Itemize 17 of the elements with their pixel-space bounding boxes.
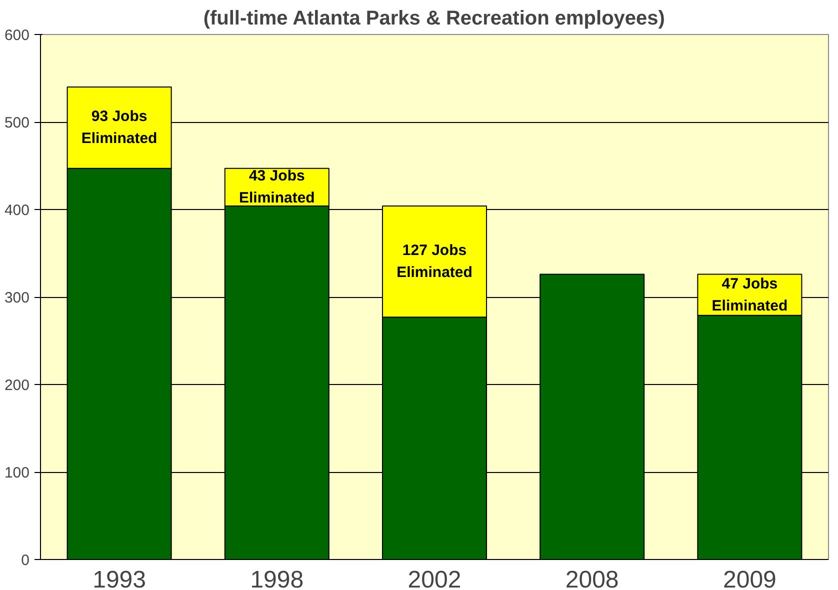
y-tick-label: 600: [4, 27, 30, 44]
y-tick-label: 200: [4, 377, 30, 394]
x-tick-label: 2009: [723, 566, 776, 590]
y-tick-label: 400: [4, 202, 30, 219]
chart-title: (full-time Atlanta Parks & Recreation employees): [203, 8, 665, 30]
x-tick-label: 1993: [92, 566, 146, 590]
x-tick-label: 1998: [250, 566, 304, 590]
x-tick-label: 2008: [565, 566, 619, 590]
data-label: 93 Jobs Eliminated: [81, 108, 158, 148]
y-tick-label: 100: [4, 464, 30, 482]
y-tick-label: 500: [4, 114, 30, 132]
y-tick-label: 0: [21, 552, 30, 569]
data-label: 127 Jobs Eliminated: [396, 242, 472, 282]
data-label: 43 Jobs Eliminated: [238, 168, 315, 207]
y-tick-label: 300: [4, 290, 30, 306]
data-label: 47 Jobs Eliminated: [712, 275, 788, 314]
x-tick-label: 2002: [408, 566, 462, 590]
